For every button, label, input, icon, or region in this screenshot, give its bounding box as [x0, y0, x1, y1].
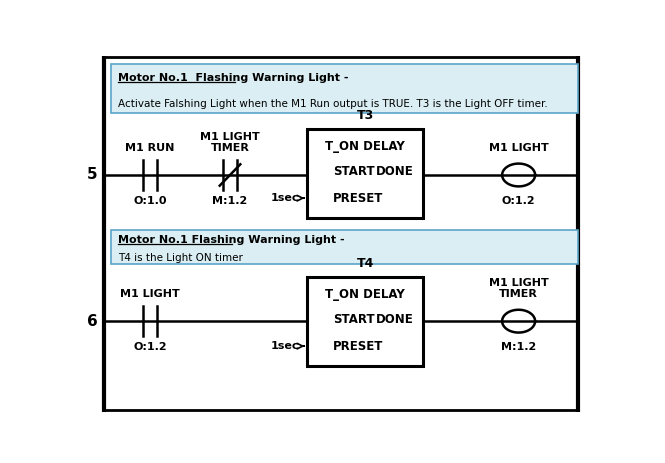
Text: PRESET: PRESET [332, 192, 383, 205]
Text: T_ON DELAY: T_ON DELAY [325, 288, 405, 301]
Text: M:1.2: M:1.2 [501, 342, 536, 352]
Text: M1 LIGHT: M1 LIGHT [200, 132, 260, 142]
Text: T3: T3 [356, 109, 374, 122]
Bar [112, 64, 578, 113]
Text: TIMER: TIMER [499, 289, 538, 299]
Text: Motor No.1  Flashing Warning Light -: Motor No.1 Flashing Warning Light - [118, 73, 348, 83]
Bar [112, 230, 578, 264]
Text: T4 is the Light ON timer: T4 is the Light ON timer [118, 253, 243, 263]
Text: 1sec: 1sec [271, 341, 299, 351]
Text: START: START [332, 313, 374, 326]
Text: M1 LIGHT: M1 LIGHT [120, 289, 180, 299]
Text: M1 LIGHT: M1 LIGHT [489, 143, 549, 153]
Bar [307, 276, 424, 366]
Text: M:1.2: M:1.2 [212, 196, 247, 206]
Text: M1 RUN: M1 RUN [126, 143, 175, 153]
Text: 1sec: 1sec [271, 193, 299, 203]
Text: PRESET: PRESET [332, 340, 383, 353]
Text: T_ON DELAY: T_ON DELAY [325, 140, 405, 153]
Text: DONE: DONE [376, 165, 414, 178]
Text: TIMER: TIMER [211, 143, 249, 153]
Text: O:1.0: O:1.0 [134, 196, 167, 206]
Text: O:1.2: O:1.2 [502, 196, 535, 206]
Bar [307, 129, 424, 218]
Text: M1 LIGHT: M1 LIGHT [489, 278, 549, 288]
Text: Activate Falshing Light when the M1 Run output is TRUE. T3 is the Light OFF time: Activate Falshing Light when the M1 Run … [118, 99, 548, 109]
Text: T4: T4 [356, 257, 374, 270]
Text: 6: 6 [86, 313, 97, 329]
Text: DONE: DONE [376, 313, 414, 326]
Text: Motor No.1 Flashing Warning Light -: Motor No.1 Flashing Warning Light - [118, 235, 344, 245]
Text: O:1.2: O:1.2 [133, 342, 167, 352]
Text: 5: 5 [86, 168, 97, 182]
Text: START: START [332, 165, 374, 178]
